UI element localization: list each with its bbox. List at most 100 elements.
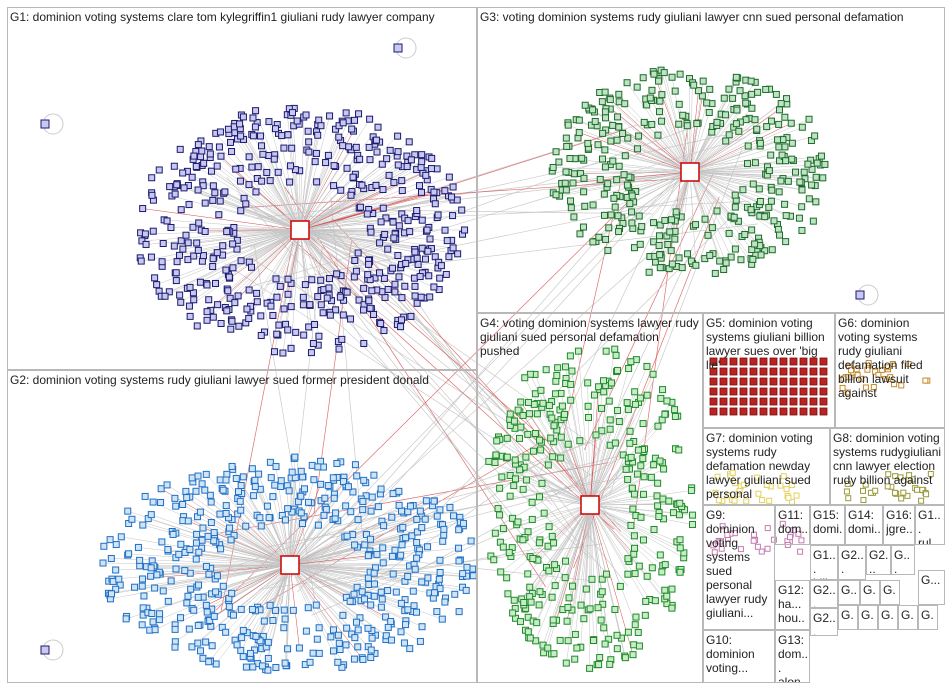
node bbox=[767, 117, 775, 125]
node bbox=[253, 298, 261, 306]
edge bbox=[689, 171, 732, 258]
node bbox=[536, 588, 544, 596]
edge bbox=[526, 479, 591, 506]
node bbox=[855, 290, 865, 300]
node bbox=[228, 148, 236, 156]
node bbox=[366, 115, 374, 123]
node bbox=[343, 288, 351, 296]
node bbox=[661, 410, 669, 418]
node bbox=[292, 328, 300, 336]
node bbox=[709, 397, 718, 406]
node bbox=[237, 257, 245, 265]
node bbox=[759, 407, 768, 416]
node bbox=[376, 269, 384, 277]
node bbox=[757, 251, 765, 259]
node bbox=[809, 377, 818, 386]
node bbox=[514, 406, 522, 414]
node bbox=[245, 181, 253, 189]
edge bbox=[250, 229, 301, 312]
node bbox=[368, 493, 376, 501]
node bbox=[690, 81, 698, 89]
node bbox=[394, 132, 402, 140]
node bbox=[787, 534, 794, 541]
node bbox=[575, 129, 583, 137]
node bbox=[655, 512, 663, 520]
node bbox=[422, 171, 430, 179]
node bbox=[580, 188, 588, 196]
node bbox=[397, 551, 405, 559]
node bbox=[648, 120, 656, 128]
node bbox=[249, 132, 257, 140]
node bbox=[755, 185, 763, 193]
node bbox=[366, 156, 374, 164]
node bbox=[537, 446, 545, 454]
node bbox=[795, 214, 803, 222]
node bbox=[347, 315, 355, 323]
node bbox=[411, 282, 419, 290]
node bbox=[258, 662, 266, 670]
node bbox=[654, 479, 662, 487]
edge bbox=[208, 564, 291, 662]
edge bbox=[689, 171, 817, 178]
node bbox=[448, 193, 456, 201]
node bbox=[295, 644, 303, 652]
node bbox=[455, 608, 463, 616]
node bbox=[741, 92, 749, 100]
node bbox=[271, 606, 279, 614]
node bbox=[365, 297, 373, 305]
edge bbox=[589, 504, 629, 575]
node bbox=[286, 178, 294, 186]
node bbox=[250, 492, 258, 500]
node bbox=[577, 601, 585, 609]
edge bbox=[589, 445, 611, 506]
node bbox=[698, 92, 706, 100]
node bbox=[325, 284, 333, 292]
edge bbox=[299, 229, 364, 311]
node bbox=[416, 637, 424, 645]
node bbox=[582, 585, 590, 593]
node bbox=[729, 94, 737, 102]
edge bbox=[589, 434, 597, 506]
node bbox=[179, 169, 187, 177]
node bbox=[284, 290, 292, 298]
node bbox=[533, 619, 541, 627]
edge bbox=[175, 564, 291, 570]
node bbox=[253, 289, 261, 297]
node bbox=[742, 99, 750, 107]
node bbox=[427, 165, 435, 173]
node bbox=[529, 447, 537, 455]
node bbox=[632, 613, 640, 621]
node bbox=[186, 312, 194, 320]
node bbox=[304, 498, 312, 506]
node bbox=[229, 240, 237, 248]
node bbox=[138, 575, 146, 583]
node bbox=[540, 509, 548, 517]
node bbox=[209, 182, 217, 190]
edge bbox=[289, 564, 371, 658]
node bbox=[213, 249, 221, 257]
node bbox=[891, 381, 898, 388]
node bbox=[565, 594, 573, 602]
node bbox=[311, 158, 319, 166]
node bbox=[516, 466, 524, 474]
node bbox=[656, 457, 664, 465]
node bbox=[845, 495, 852, 502]
node bbox=[737, 546, 744, 553]
edge bbox=[689, 109, 780, 173]
group-label: G11: dom... dom... votin... bbox=[778, 508, 808, 544]
node bbox=[768, 186, 776, 194]
node bbox=[769, 387, 778, 396]
node bbox=[149, 227, 157, 235]
node bbox=[634, 628, 642, 636]
edge bbox=[568, 124, 691, 173]
node bbox=[379, 559, 387, 567]
node bbox=[567, 204, 575, 212]
node bbox=[222, 509, 230, 517]
node bbox=[299, 293, 307, 301]
edge bbox=[289, 564, 364, 660]
edge bbox=[197, 564, 291, 644]
node bbox=[782, 212, 790, 220]
node bbox=[509, 609, 517, 617]
group-panel bbox=[918, 570, 945, 605]
